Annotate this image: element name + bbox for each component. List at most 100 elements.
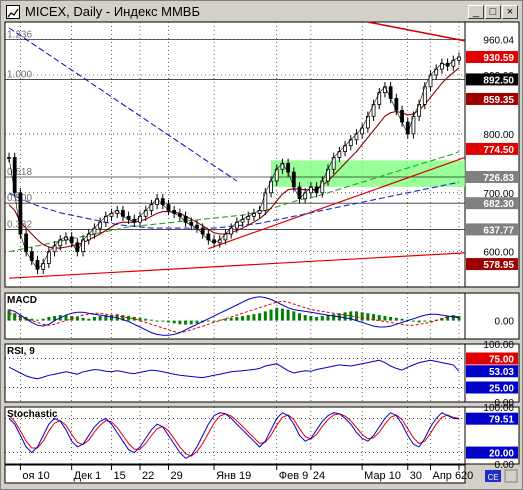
price-badge-label: 578.95 <box>483 260 514 271</box>
macd-histogram-bar <box>292 311 296 321</box>
maximize-button[interactable]: □ <box>485 5 501 19</box>
macd-histogram-bar <box>138 317 142 321</box>
macd-histogram-bar <box>161 320 165 322</box>
trend-line-resistance <box>367 21 466 42</box>
macd-signal-line <box>8 300 460 334</box>
macd-histogram-bar <box>423 320 427 322</box>
macd-histogram-bar <box>298 313 302 321</box>
macd-histogram-bar <box>343 312 347 321</box>
macd-histogram-bar <box>241 316 245 321</box>
window-title: MICEX, Daily - Индекс ММВБ <box>25 4 200 19</box>
macd-histogram-bar <box>87 318 91 321</box>
macd-histogram-bar <box>446 316 450 321</box>
macd-histogram-bar <box>64 315 68 321</box>
rsi-badge-label: 75.00 <box>489 355 514 366</box>
candle-body <box>457 56 461 61</box>
macd-label: MACD <box>7 295 37 306</box>
price-badge-label: 892.50 <box>483 75 514 86</box>
macd-histogram-bar <box>98 316 102 321</box>
macd-histogram-bar <box>189 320 193 325</box>
macd-histogram-bar <box>206 320 210 322</box>
resize-grip-icon <box>504 469 518 483</box>
macd-histogram-bar <box>275 307 279 321</box>
rsi-line <box>8 359 460 380</box>
indicator-list-icon-label: CE <box>487 473 498 482</box>
macd-histogram-bar <box>41 318 45 321</box>
minimize-button[interactable]: _ <box>468 5 484 19</box>
price-badge-label: 726.83 <box>483 173 514 184</box>
macd-histogram-bar <box>400 318 404 321</box>
stochastic-tick-label: 0.00 <box>495 460 515 471</box>
macd-histogram-bar <box>286 309 290 321</box>
macd-histogram-bar <box>149 319 153 321</box>
x-axis-tick-label: 15 <box>114 470 126 482</box>
stochastic-badge <box>466 446 518 459</box>
macd-panel-axis <box>464 292 520 340</box>
x-axis-tick-label: 30 <box>410 470 422 482</box>
macd-histogram-bar <box>121 315 125 321</box>
macd-histogram-bar <box>309 316 313 321</box>
main-tick-label: 960.04 <box>483 36 514 47</box>
fib-zone-rect <box>271 160 465 187</box>
price-badge <box>466 50 518 63</box>
trend-line-mid <box>208 156 466 250</box>
price-badge-label: 859.35 <box>483 95 514 106</box>
stochastic-main-line <box>8 412 460 459</box>
x-axis-tick-label: оя 10 <box>22 470 49 482</box>
macd-histogram-bar <box>110 314 114 321</box>
price-badge <box>466 258 518 271</box>
rsi-tick-label: 0.00 <box>495 398 515 409</box>
macd-histogram-bar <box>30 318 34 321</box>
macd-histogram-bar <box>47 316 51 321</box>
macd-histogram-bar <box>383 316 387 321</box>
macd-histogram-bar <box>349 311 353 321</box>
macd-histogram-bar <box>172 320 176 324</box>
macd-histogram-bar <box>429 320 433 322</box>
x-axis-tick-label: Мар 10 <box>364 470 401 482</box>
macd-histogram-bar <box>315 316 319 321</box>
rsi-badge <box>466 352 518 365</box>
macd-histogram-bar <box>13 313 17 321</box>
ma-blue-line <box>8 181 460 229</box>
macd-histogram-bar <box>195 320 199 324</box>
x-axis-tick-label: 22 <box>142 470 154 482</box>
rsi-label: RSI, 9 <box>7 346 35 357</box>
window-titlebar[interactable]: MICEX, Daily - Индекс ММВБ _ □ × <box>3 3 520 21</box>
rsi-panel-bg <box>4 343 466 403</box>
macd-panel-bg <box>4 292 466 340</box>
macd-histogram-bar <box>366 313 370 321</box>
macd-histogram-bar <box>92 316 96 321</box>
fib-level-label: 1.000 <box>7 69 32 80</box>
macd-histogram-bar <box>263 311 267 321</box>
channel-line-blue <box>8 27 238 182</box>
close-button[interactable]: × <box>502 5 518 19</box>
macd-histogram-bar <box>354 311 358 321</box>
x-axis-tick-label: Янв 19 <box>216 470 251 482</box>
ma-slow-line <box>8 151 460 253</box>
rsi-badge <box>466 365 518 378</box>
price-badge <box>466 197 518 210</box>
indicator-list-icon <box>485 470 501 482</box>
macd-histogram-bar <box>451 315 455 321</box>
rsi-badge-label: 53.03 <box>489 367 514 378</box>
price-badge-label: 930.59 <box>483 53 514 64</box>
price-close-line <box>8 56 460 270</box>
macd-histogram-bar <box>53 316 57 321</box>
macd-histogram-bar <box>229 317 233 321</box>
macd-histogram-bar <box>411 320 415 322</box>
macd-histogram-bar <box>394 317 398 321</box>
macd-histogram-bar <box>218 319 222 321</box>
macd-histogram-bar <box>35 319 39 321</box>
price-badge <box>466 73 518 86</box>
macd-histogram-bar <box>320 316 324 321</box>
x-axis-strip <box>4 464 466 484</box>
price-badge-label: 682.30 <box>483 199 514 210</box>
macd-histogram-bar <box>360 312 364 321</box>
rsi-tick-label: 100.00 <box>483 340 514 351</box>
x-axis-tick-label: Фев 9 <box>279 470 309 482</box>
macd-histogram-bar <box>155 320 159 322</box>
x-axis-tick-label: 29 <box>170 470 182 482</box>
macd-histogram-bar <box>81 317 85 321</box>
macd-histogram-bar <box>332 314 336 321</box>
